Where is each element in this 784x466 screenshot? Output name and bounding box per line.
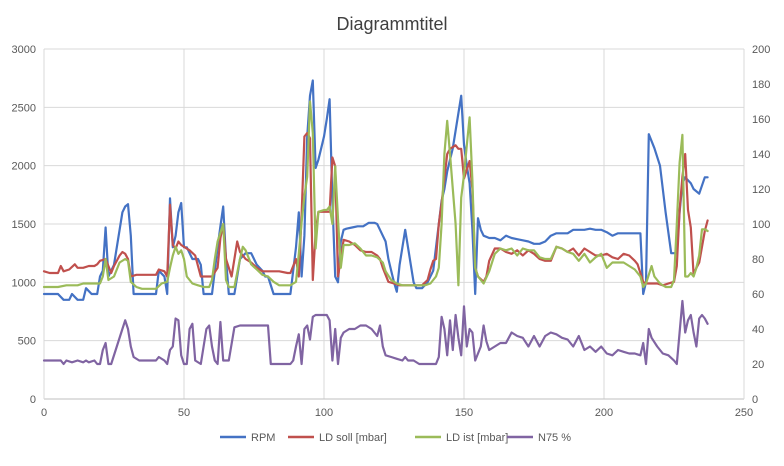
y2-tick-label: 200: [752, 44, 770, 56]
y2-tick-label: 180: [752, 79, 770, 91]
y-tick-label: 3000: [12, 44, 36, 56]
y2-tick-label: 80: [752, 254, 764, 266]
y-tick-label: 0: [30, 394, 36, 406]
legend-label-n75: N75 %: [538, 432, 571, 444]
y2-tick-label: 60: [752, 289, 764, 301]
y-tick-label: 1500: [12, 219, 36, 231]
x-tick-label: 250: [735, 407, 753, 419]
series-line-ld-soll-mbar: [42, 131, 709, 287]
series-line-n75: [42, 299, 709, 366]
series-line-rpm: [42, 79, 709, 301]
series-lines: [42, 79, 709, 366]
y2-tick-label: 160: [752, 114, 770, 126]
legend: RPM LD soll [mbar] LD ist [mbar] N75 %: [220, 432, 571, 444]
y2-tick-label: 140: [752, 149, 770, 161]
y-tick-label: 500: [18, 336, 36, 348]
series-line-ld-ist-mbar: [42, 100, 709, 290]
legend-label-rpm: RPM: [251, 432, 275, 444]
chart-title: Diagrammtitel: [336, 14, 447, 34]
x-tick-label: 50: [178, 407, 190, 419]
y-tick-label: 2500: [12, 102, 36, 114]
x-tick-label: 100: [315, 407, 333, 419]
y2-tick-label: 100: [752, 219, 770, 231]
gridlines: [44, 48, 745, 399]
y2-tick-label: 20: [752, 359, 764, 371]
y2-tick-label: 0: [752, 394, 758, 406]
x-tick-label: 200: [595, 407, 613, 419]
y2-tick-label: 40: [752, 324, 764, 336]
x-tick-label: 0: [41, 407, 47, 419]
legend-label-ld-ist-mbar: LD ist [mbar]: [446, 432, 508, 444]
legend-label-ld-soll-mbar: LD soll [mbar]: [319, 432, 387, 444]
x-tick-label: 150: [455, 407, 473, 419]
y2-tick-label: 120: [752, 184, 770, 196]
y-tick-label: 2000: [12, 161, 36, 173]
y-tick-label: 1000: [12, 277, 36, 289]
